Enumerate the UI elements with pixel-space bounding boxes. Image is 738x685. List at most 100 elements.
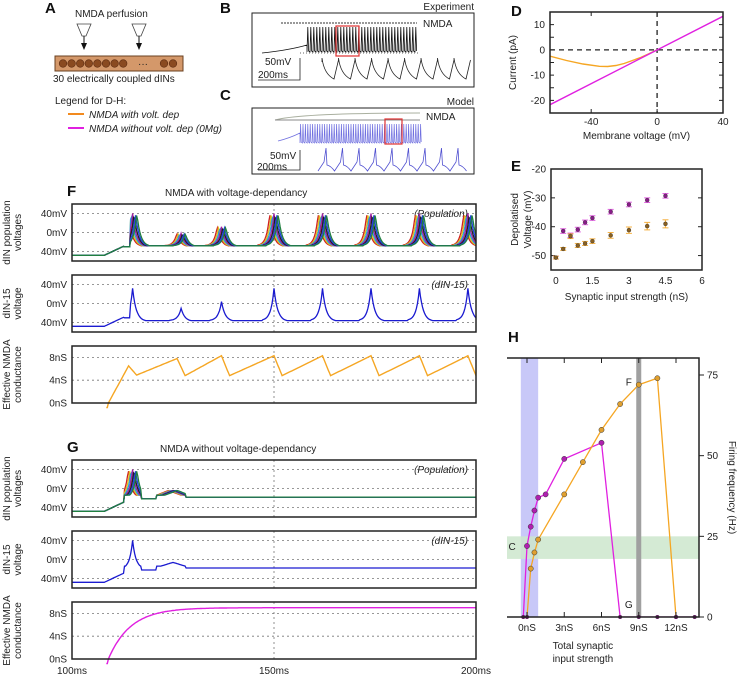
y-axis-label: Depolatised bbox=[510, 193, 521, 246]
point-with-vdep bbox=[560, 246, 566, 252]
series-without-vdep bbox=[550, 15, 723, 106]
subplot-frame bbox=[71, 601, 477, 660]
point-without-vdep bbox=[561, 456, 568, 462]
legend-item-with-vdep: NMDA with volt. dep bbox=[89, 110, 180, 121]
x-tick-label: 0nS bbox=[518, 623, 536, 634]
series-with-vdep bbox=[526, 377, 677, 617]
y-tick-label: 75 bbox=[707, 371, 719, 382]
point-without-vdep bbox=[527, 523, 534, 530]
x-tick-label: 40 bbox=[717, 117, 729, 128]
y-tick-label: 40mV bbox=[41, 247, 67, 258]
point-with-vdep bbox=[608, 233, 613, 238]
perfusion-title: NMDA perfusion bbox=[75, 9, 148, 20]
y-tick-label: 0mV bbox=[46, 555, 67, 566]
panel-h-label: H bbox=[508, 329, 519, 346]
y-tick-label: -20 bbox=[531, 96, 546, 107]
y-tick-label: 40mV bbox=[41, 503, 67, 514]
y-axis-label: dIN-15 bbox=[2, 288, 13, 318]
experiment-frame bbox=[251, 12, 475, 88]
y-tick-label: -40 bbox=[532, 222, 547, 233]
point-without-vdep bbox=[542, 491, 549, 498]
point-with-vdep bbox=[527, 565, 534, 572]
neuron-dot bbox=[159, 59, 169, 68]
x-tick-label: 6nS bbox=[593, 623, 611, 634]
y-tick-label: 8nS bbox=[49, 609, 67, 620]
experiment-drug-label: NMDA bbox=[423, 19, 453, 30]
point-with-vdep bbox=[582, 241, 588, 246]
x-tick-label: 1.5 bbox=[585, 276, 599, 287]
x-tick-label: 3 bbox=[626, 276, 632, 287]
y-tick-label: 50 bbox=[707, 451, 719, 462]
y-tick-label: 0mV bbox=[46, 228, 67, 239]
point-without-vdep bbox=[590, 215, 595, 221]
y-tick-label: 25 bbox=[707, 532, 719, 543]
x-axis-label: input strength bbox=[553, 654, 614, 665]
plot-area bbox=[522, 377, 695, 617]
point-with-vdep bbox=[535, 536, 542, 543]
y-tick-label: 8nS bbox=[49, 353, 67, 364]
x-tick-label: 100ms bbox=[57, 666, 87, 677]
panel-e-label: E bbox=[511, 158, 521, 175]
panel-a: A NMDA perfusion ··· 30 electrically cou… bbox=[45, 0, 222, 135]
pipette-icon bbox=[131, 23, 147, 50]
y-tick-label: 0mV bbox=[46, 299, 67, 310]
neuron-dot bbox=[58, 59, 68, 68]
scale-bar bbox=[258, 58, 301, 81]
point-without-vdep bbox=[608, 209, 613, 214]
subplot-annotation: (Population) bbox=[414, 209, 468, 220]
subplot-annotation: (dIN-15) bbox=[431, 280, 468, 291]
y-axis-label: Effective NMDA bbox=[2, 339, 13, 410]
chart-g: 40mV 0mV 40mV dIN population voltages (Popula… bbox=[2, 456, 491, 677]
point-without-vdep bbox=[524, 543, 530, 549]
y-tick-label: 40mV bbox=[41, 574, 67, 585]
neuron-dot bbox=[110, 59, 119, 68]
point-without-vdep bbox=[645, 197, 650, 203]
nmda-conductance-curve bbox=[274, 112, 421, 121]
din15-trace bbox=[72, 540, 476, 583]
x-tick-label: 0 bbox=[654, 117, 660, 128]
y-tick-label: 10 bbox=[534, 20, 546, 31]
scale-time: 200ms bbox=[257, 162, 287, 173]
subplot-frame bbox=[71, 530, 477, 589]
panel-g-label: G bbox=[67, 439, 79, 456]
x-tick-label: 3nS bbox=[555, 623, 573, 634]
population-trace bbox=[72, 471, 476, 512]
model-zoom-trace bbox=[317, 147, 467, 172]
point-with-vdep bbox=[590, 238, 595, 244]
panel-g-title: NMDA without voltage-dependancy bbox=[160, 444, 316, 455]
x-tick-label: -40 bbox=[584, 117, 599, 128]
plot-frame bbox=[507, 357, 700, 618]
y-tick-label: 40mV bbox=[41, 280, 67, 291]
y-tick-label: -30 bbox=[532, 193, 547, 204]
y-axis-label: voltages bbox=[13, 214, 24, 251]
panel-a-label: A bbox=[45, 0, 56, 17]
panel-d: D -40 0 40 -20 -10 0 10 Membrane voltage (mV) Cu… bbox=[508, 3, 729, 142]
annotation-g: G bbox=[625, 600, 633, 611]
y-axis-label: conductance bbox=[13, 346, 24, 403]
green-band bbox=[507, 536, 699, 559]
model-title: Model bbox=[447, 97, 474, 108]
legend-item-without-vdep: NMDA without volt. dep (0Mg) bbox=[89, 124, 222, 135]
y-tick-label: 40mV bbox=[41, 209, 67, 220]
point-with-vdep bbox=[663, 221, 668, 227]
panel-f: F NMDA with voltage-dependancy 40mV0mV40… bbox=[2, 183, 477, 410]
point-with-vdep bbox=[617, 401, 623, 407]
x-tick-label: 150ms bbox=[259, 666, 289, 677]
point-without-vdep bbox=[626, 202, 632, 207]
neuron-dot bbox=[119, 59, 128, 68]
subplot-frame bbox=[71, 274, 477, 333]
y-tick-label: 0nS bbox=[49, 655, 67, 666]
panel-f-title: NMDA with voltage-dependancy bbox=[165, 188, 307, 199]
point-without-vdep bbox=[582, 220, 588, 225]
point-without-vdep bbox=[560, 228, 566, 234]
point-with-vdep bbox=[598, 427, 605, 433]
point-with-vdep bbox=[553, 255, 559, 260]
scale-voltage: 50mV bbox=[270, 151, 296, 162]
pipette-icon bbox=[76, 23, 92, 50]
y-axis-label: Firing frequency (Hz) bbox=[726, 441, 737, 534]
y-tick-label: 4nS bbox=[49, 376, 67, 387]
point-with-vdep bbox=[580, 459, 586, 465]
point-without-vdep bbox=[663, 193, 668, 199]
point-without-vdep bbox=[531, 507, 538, 514]
